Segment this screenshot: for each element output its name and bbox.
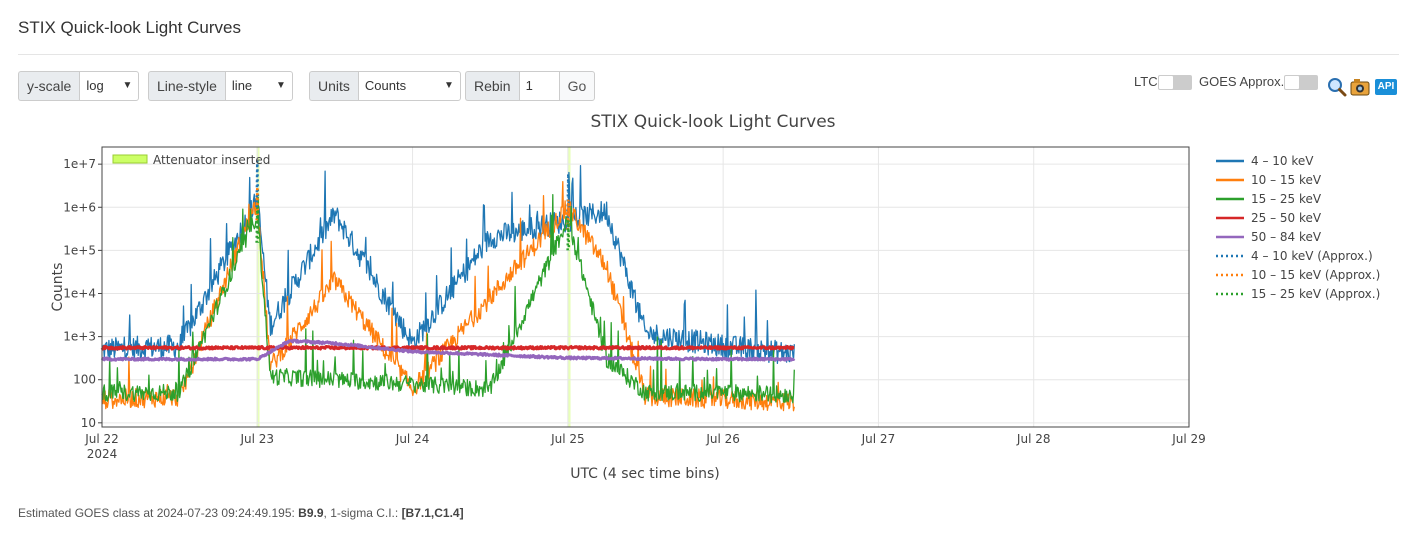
y-tick-label: 1e+3 — [63, 330, 96, 344]
camera-icon[interactable] — [1350, 77, 1370, 97]
attenuator-band — [567, 147, 571, 427]
ci-label: , 1-sigma C.I.: — [323, 506, 402, 520]
go-button[interactable]: Go — [558, 71, 596, 101]
series-15-25-kev-approx — [255, 207, 260, 243]
goes-estimate-prefix: Estimated GOES class at 2024-07-23 09:24… — [18, 506, 299, 520]
yscale-select[interactable]: log ▼ — [79, 71, 140, 101]
y-tick-label: 1e+4 — [63, 286, 96, 300]
attenuator-swatch — [112, 154, 148, 164]
legend-label[interactable]: 50 – 84 keV — [1251, 230, 1322, 244]
legend-label[interactable]: 25 – 50 keV — [1251, 211, 1322, 225]
goes-approx-toggle[interactable] — [1284, 75, 1318, 90]
goes-class: B9.9 — [298, 506, 324, 520]
yscale-label: y-scale — [18, 71, 80, 101]
y-tick-label: 1e+6 — [63, 200, 96, 214]
y-tick-label: 1e+5 — [63, 243, 96, 257]
y-tick-label: 100 — [73, 373, 96, 387]
linestyle-value: line — [231, 78, 253, 93]
x-tick-label: Jul 23 — [240, 432, 275, 446]
x-tick-label: Jul 27 — [861, 432, 896, 446]
chevron-down-icon: ▼ — [444, 80, 454, 91]
toggle-knob — [1159, 76, 1173, 89]
x-tick-label: Jul 26 — [705, 432, 740, 446]
legend-label[interactable]: 4 – 10 keV (Approx.) — [1251, 249, 1373, 263]
legend-label[interactable]: 10 – 15 keV — [1251, 173, 1322, 187]
legend-label[interactable]: 15 – 25 keV — [1251, 192, 1322, 206]
legend-label[interactable]: 15 – 25 keV (Approx.) — [1251, 287, 1380, 301]
toggle-knob — [1285, 76, 1299, 89]
x-tick-label: Jul 28 — [1016, 432, 1051, 446]
rebin-control: Rebin 1 Go — [465, 71, 596, 101]
yscale-control: y-scale log ▼ — [18, 71, 140, 101]
title-divider — [18, 54, 1399, 55]
units-label: Units — [309, 71, 358, 101]
attenuator-band — [256, 147, 260, 427]
ci-value: [B7.1,C1.4] — [401, 506, 464, 520]
x-tick-label: Jul 29 — [1171, 432, 1206, 446]
series-4-10-kev-approx — [255, 160, 260, 208]
y-tick-label: 1e+7 — [63, 157, 96, 171]
page-title: STIX Quick-look Light Curves — [18, 18, 241, 37]
series-10-15-kev-approx — [255, 186, 260, 221]
x-tick-label: Jul 24 — [395, 432, 430, 446]
zoom-icon[interactable] — [1327, 77, 1347, 97]
linestyle-label: Line-style — [148, 71, 225, 101]
goes-estimate: Estimated GOES class at 2024-07-23 09:24… — [18, 506, 464, 520]
chart-title: STIX Quick-look Light Curves — [590, 112, 835, 132]
series-4-10-kev-approx — [566, 173, 571, 212]
x-tick-label: Jul 25 — [550, 432, 585, 446]
attenuator-label: Attenuator inserted — [153, 153, 270, 167]
units-select[interactable]: Counts ▼ — [357, 71, 461, 101]
units-control: Units Counts ▼ — [309, 71, 461, 101]
light-curve-chart: STIX Quick-look Light Curves Jul 22 Jul 2… — [50, 112, 1380, 482]
legend-label[interactable]: 10 – 15 keV (Approx.) — [1251, 268, 1380, 282]
series-15-25-kev-approx — [566, 220, 571, 251]
rebin-label: Rebin — [465, 71, 519, 101]
linestyle-select[interactable]: line ▼ — [224, 71, 293, 101]
chevron-down-icon: ▼ — [276, 80, 286, 91]
x-axis-label: UTC (4 sec time bins) — [570, 466, 720, 482]
x-tick-year: 2024 — [87, 447, 118, 461]
series-10-15-kev-approx — [566, 199, 571, 230]
plot-frame — [101, 146, 1190, 428]
series-15-25-kev — [101, 194, 795, 404]
series-50-84-kev — [100, 338, 796, 362]
yscale-value: log — [86, 78, 104, 93]
series-25-50-kev — [100, 345, 795, 351]
ltc-label: LTC — [1134, 74, 1158, 89]
series-4-10-kev — [101, 164, 795, 365]
chevron-down-icon: ▼ — [122, 80, 133, 91]
units-value: Counts — [364, 78, 407, 93]
y-tick-label: 10 — [81, 416, 96, 430]
y-axis-label: Counts — [50, 263, 66, 312]
goes-approx-label: GOES Approx. — [1199, 74, 1285, 89]
rebin-input[interactable]: 1 — [518, 71, 559, 101]
legend-label[interactable]: 4 – 10 keV — [1251, 154, 1314, 168]
ltc-toggle[interactable] — [1158, 75, 1192, 90]
linestyle-control: Line-style line ▼ — [148, 71, 293, 101]
x-tick-label: Jul 22 — [84, 432, 119, 446]
api-icon[interactable]: API — [1375, 79, 1397, 95]
